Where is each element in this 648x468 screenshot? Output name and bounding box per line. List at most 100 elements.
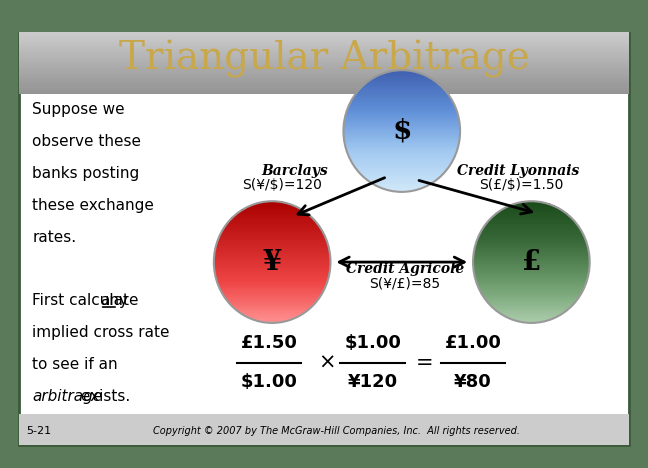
FancyBboxPatch shape	[348, 153, 456, 155]
FancyBboxPatch shape	[476, 241, 586, 244]
FancyBboxPatch shape	[484, 296, 579, 299]
FancyBboxPatch shape	[474, 252, 589, 254]
FancyBboxPatch shape	[343, 135, 460, 137]
FancyBboxPatch shape	[346, 113, 457, 115]
Text: ¥120: ¥120	[347, 373, 398, 391]
FancyBboxPatch shape	[245, 314, 299, 317]
FancyBboxPatch shape	[504, 314, 559, 317]
FancyBboxPatch shape	[19, 44, 629, 47]
FancyBboxPatch shape	[19, 79, 629, 81]
FancyBboxPatch shape	[343, 127, 460, 129]
FancyBboxPatch shape	[474, 248, 588, 250]
Text: to see if an: to see if an	[32, 357, 118, 372]
FancyBboxPatch shape	[228, 300, 316, 303]
FancyBboxPatch shape	[19, 32, 629, 35]
FancyBboxPatch shape	[19, 51, 629, 53]
FancyBboxPatch shape	[484, 226, 579, 227]
Text: £: £	[522, 249, 541, 276]
FancyBboxPatch shape	[498, 211, 565, 213]
FancyBboxPatch shape	[19, 57, 629, 59]
Text: observe these: observe these	[32, 134, 141, 149]
FancyBboxPatch shape	[224, 294, 321, 297]
FancyBboxPatch shape	[501, 313, 562, 315]
Text: £1.50: £1.50	[240, 334, 297, 352]
FancyBboxPatch shape	[358, 169, 446, 172]
FancyBboxPatch shape	[476, 278, 587, 280]
FancyBboxPatch shape	[19, 40, 629, 43]
FancyBboxPatch shape	[489, 302, 574, 305]
FancyBboxPatch shape	[254, 203, 290, 205]
FancyBboxPatch shape	[347, 110, 457, 113]
FancyBboxPatch shape	[356, 92, 448, 95]
FancyBboxPatch shape	[19, 69, 629, 71]
FancyBboxPatch shape	[238, 211, 306, 213]
FancyBboxPatch shape	[226, 299, 318, 300]
FancyBboxPatch shape	[477, 282, 586, 285]
FancyBboxPatch shape	[231, 217, 313, 219]
FancyBboxPatch shape	[228, 221, 316, 224]
FancyBboxPatch shape	[19, 65, 629, 67]
FancyBboxPatch shape	[216, 278, 328, 280]
FancyBboxPatch shape	[365, 177, 438, 180]
FancyBboxPatch shape	[491, 305, 572, 307]
FancyBboxPatch shape	[363, 84, 441, 87]
FancyBboxPatch shape	[473, 266, 590, 268]
FancyBboxPatch shape	[233, 215, 311, 218]
FancyBboxPatch shape	[19, 52, 629, 55]
FancyBboxPatch shape	[371, 182, 432, 184]
FancyBboxPatch shape	[346, 147, 457, 149]
Text: ×: ×	[318, 353, 336, 373]
FancyBboxPatch shape	[218, 238, 326, 240]
FancyBboxPatch shape	[368, 180, 435, 182]
FancyBboxPatch shape	[225, 296, 319, 299]
Text: Credit Lyonnais: Credit Lyonnais	[457, 164, 579, 178]
FancyBboxPatch shape	[19, 414, 629, 445]
FancyBboxPatch shape	[356, 168, 448, 169]
FancyBboxPatch shape	[492, 307, 570, 309]
FancyBboxPatch shape	[225, 226, 319, 227]
FancyBboxPatch shape	[214, 266, 330, 268]
FancyBboxPatch shape	[473, 264, 590, 266]
Text: any: any	[100, 293, 128, 308]
FancyBboxPatch shape	[378, 186, 425, 188]
FancyBboxPatch shape	[217, 280, 327, 282]
FancyBboxPatch shape	[242, 209, 303, 212]
FancyBboxPatch shape	[489, 219, 574, 221]
FancyBboxPatch shape	[249, 317, 295, 319]
FancyBboxPatch shape	[350, 157, 454, 160]
FancyBboxPatch shape	[19, 75, 629, 77]
Text: rates.: rates.	[32, 230, 76, 245]
Text: Suppose we: Suppose we	[32, 102, 125, 117]
FancyBboxPatch shape	[473, 262, 590, 264]
FancyBboxPatch shape	[358, 90, 446, 93]
FancyBboxPatch shape	[359, 88, 445, 90]
FancyBboxPatch shape	[476, 280, 586, 282]
FancyBboxPatch shape	[19, 67, 629, 69]
FancyBboxPatch shape	[348, 107, 456, 109]
FancyBboxPatch shape	[483, 227, 580, 230]
FancyBboxPatch shape	[478, 238, 585, 240]
FancyBboxPatch shape	[343, 129, 460, 131]
FancyBboxPatch shape	[345, 115, 458, 117]
FancyBboxPatch shape	[19, 89, 629, 92]
FancyBboxPatch shape	[345, 143, 459, 145]
FancyBboxPatch shape	[219, 235, 325, 238]
FancyBboxPatch shape	[216, 246, 329, 248]
FancyBboxPatch shape	[231, 305, 313, 307]
FancyBboxPatch shape	[350, 102, 454, 105]
FancyBboxPatch shape	[222, 292, 322, 294]
FancyBboxPatch shape	[480, 290, 583, 292]
FancyBboxPatch shape	[262, 321, 283, 323]
FancyBboxPatch shape	[214, 268, 330, 270]
FancyBboxPatch shape	[262, 201, 283, 203]
FancyBboxPatch shape	[254, 319, 290, 321]
FancyBboxPatch shape	[19, 83, 629, 86]
FancyBboxPatch shape	[378, 74, 425, 76]
Text: S(¥/$)=120: S(¥/$)=120	[242, 178, 322, 192]
Text: ¥: ¥	[262, 249, 282, 276]
Text: $1.00: $1.00	[344, 334, 401, 352]
FancyBboxPatch shape	[19, 58, 629, 61]
FancyBboxPatch shape	[214, 252, 330, 254]
FancyBboxPatch shape	[354, 95, 449, 96]
FancyBboxPatch shape	[233, 307, 311, 309]
